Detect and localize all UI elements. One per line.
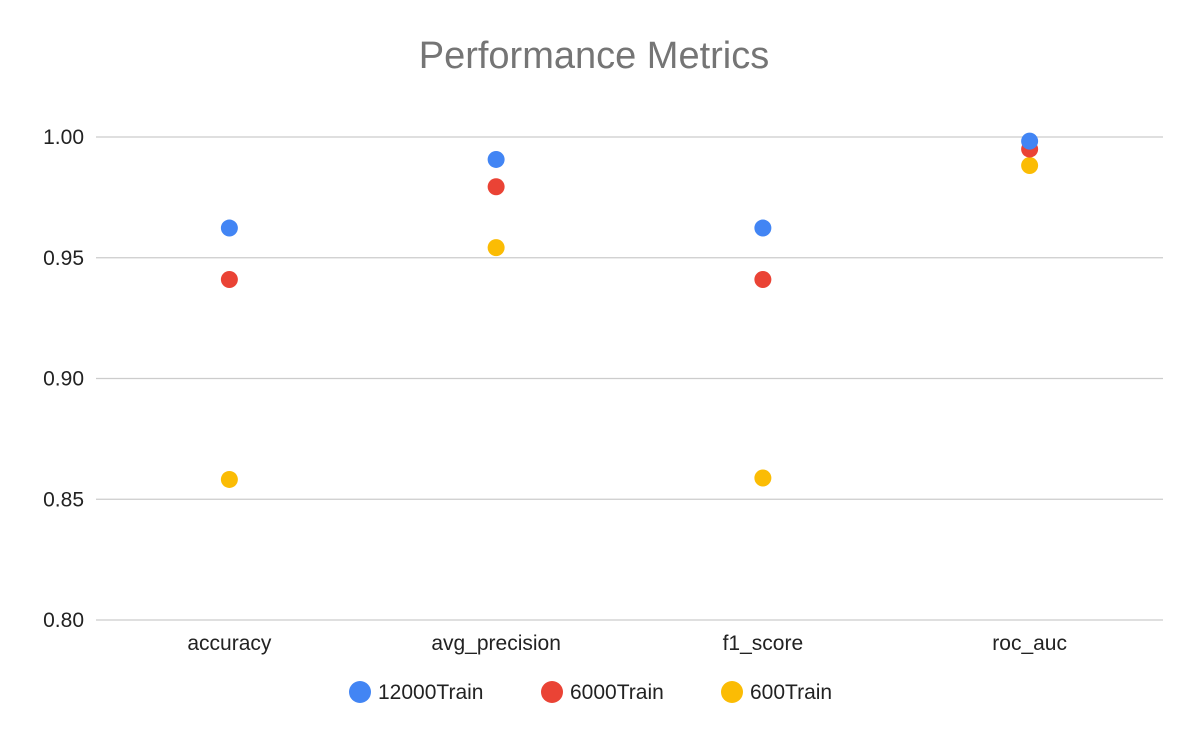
x-category-label-accuracy: accuracy — [187, 632, 272, 655]
legend-label-600Train: 600Train — [750, 681, 832, 704]
point-6000Train-accuracy — [220, 270, 238, 288]
point-600Train-f1_score — [754, 469, 772, 487]
point-12000Train-roc_auc — [1021, 132, 1039, 150]
y-tick-label: 1.00 — [43, 126, 84, 149]
legend-marker-600Train — [721, 681, 743, 703]
x-category-label-avg_precision: avg_precision — [431, 632, 561, 655]
x-category-label-roc_auc: roc_auc — [992, 632, 1067, 655]
chart-title: Performance Metrics — [419, 35, 770, 77]
point-600Train-roc_auc — [1021, 156, 1039, 174]
y-tick-label: 0.85 — [43, 488, 84, 511]
point-600Train-avg_precision — [487, 239, 505, 257]
legend-marker-12000Train — [349, 681, 371, 703]
point-6000Train-f1_score — [754, 270, 772, 288]
point-12000Train-avg_precision — [487, 150, 505, 168]
y-gridlines — [96, 136, 1163, 621]
y-axis-tick-labels: 0.80 0.85 0.90 0.95 1.00 — [43, 126, 84, 632]
legend: 12000Train 6000Train 600Train — [349, 681, 832, 704]
legend-label-12000Train: 12000Train — [378, 681, 483, 704]
y-tick-label: 0.90 — [43, 368, 84, 391]
x-axis-category-labels: accuracy avg_precision f1_score roc_auc — [187, 632, 1067, 655]
legend-label-6000Train: 6000Train — [570, 681, 664, 704]
x-category-label-f1_score: f1_score — [723, 632, 804, 655]
legend-marker-6000Train — [541, 681, 563, 703]
y-tick-label: 0.80 — [43, 609, 84, 632]
point-12000Train-f1_score — [754, 219, 772, 237]
y-tick-label: 0.95 — [43, 247, 84, 270]
point-12000Train-accuracy — [220, 219, 238, 237]
point-600Train-accuracy — [220, 470, 238, 488]
data-points — [220, 132, 1039, 488]
point-6000Train-avg_precision — [487, 178, 505, 196]
